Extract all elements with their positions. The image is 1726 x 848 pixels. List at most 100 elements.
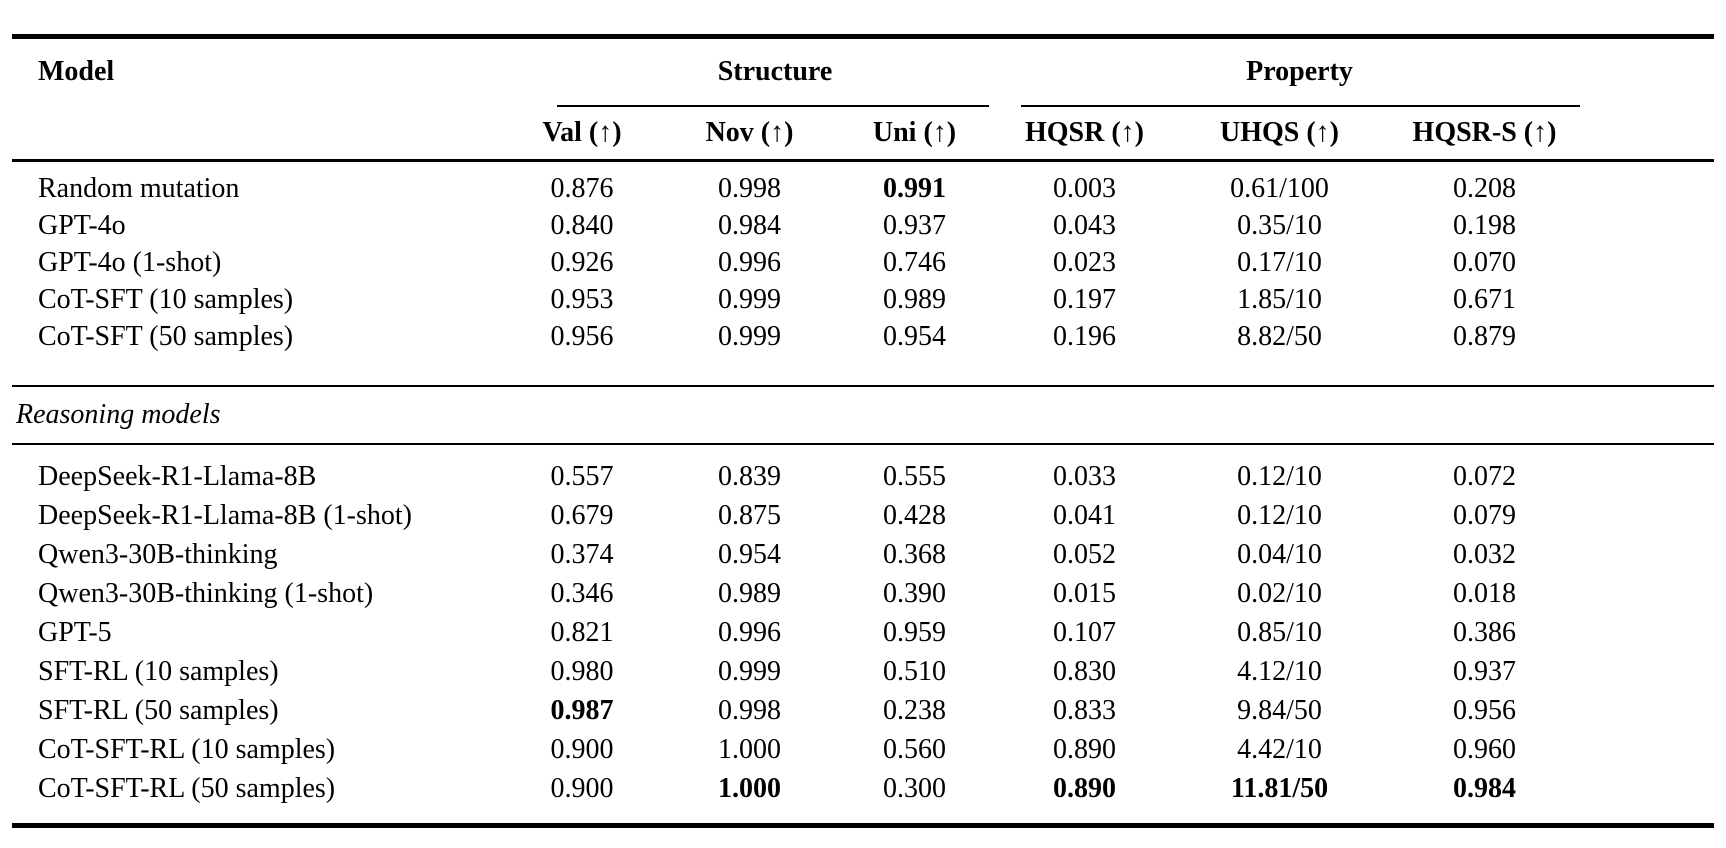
model-name-cell: Qwen3-30B-thinking (1-shot) <box>38 577 374 609</box>
model-name-cell: GPT-5 <box>38 616 112 648</box>
metric-value-cell: 0.018 <box>1453 577 1516 609</box>
table-row: GPT-4o 0.840 0.984 0.937 0.043 0.35/10 0.198 <box>12 207 1714 244</box>
metric-value-cell: 0.197 <box>1053 283 1116 315</box>
metric-value-cell: 0.208 <box>1453 172 1516 204</box>
table-row: Qwen3-30B-thinking (1-shot) 0.346 0.989 0.3… <box>12 574 1714 613</box>
metric-value-cell: 0.900 <box>550 772 614 804</box>
section-bottom-rule <box>12 443 1714 445</box>
metric-value-cell: 0.198 <box>1453 209 1516 241</box>
metric-value-cell: 0.879 <box>1453 320 1516 352</box>
metric-value-cell: 0.998 <box>718 694 781 726</box>
metric-value-cell: 1.85/10 <box>1237 283 1322 315</box>
table-row: SFT-RL (10 samples) 0.980 0.999 0.510 0.830 4… <box>12 652 1714 691</box>
metric-value-cell: 0.875 <box>718 499 781 531</box>
metric-value-cell: 0.043 <box>1053 209 1116 241</box>
metric-value-cell: 0.510 <box>883 655 946 687</box>
model-name-cell: CoT-SFT (10 samples) <box>38 283 294 315</box>
metric-value-cell: 0.557 <box>550 460 614 492</box>
structure-group-rule <box>557 105 989 107</box>
metric-value-cell: 0.12/10 <box>1237 499 1322 531</box>
metric-value-cell: 8.82/50 <box>1237 320 1322 352</box>
col-header-val: Val (↑) <box>542 117 622 148</box>
col-header-hqsr: HQSR (↑) <box>1025 117 1144 148</box>
metric-value-cell: 0.984 <box>718 209 781 241</box>
metric-value-cell: 0.996 <box>718 616 781 648</box>
model-name-cell: SFT-RL (50 samples) <box>38 694 279 726</box>
metric-value-cell: 0.17/10 <box>1237 246 1322 278</box>
col-header-hqsr-s: HQSR-S (↑) <box>1412 117 1557 148</box>
metric-value-cell: 4.42/10 <box>1237 733 1322 765</box>
table-row: CoT-SFT (10 samples) 0.953 0.999 0.989 0.197… <box>12 281 1714 318</box>
metric-value-cell: 0.840 <box>550 209 614 241</box>
model-name-cell: CoT-SFT-RL (10 samples) <box>38 733 336 765</box>
metric-value-cell: 0.85/10 <box>1237 616 1322 648</box>
metric-value-cell: 11.81/50 <box>1230 772 1329 804</box>
metric-value-cell: 0.999 <box>718 655 781 687</box>
table-row: CoT-SFT-RL (50 samples) 0.900 1.000 0.300 0.… <box>12 769 1714 808</box>
metric-value-cell: 0.746 <box>883 246 946 278</box>
metric-value-cell: 1.000 <box>718 772 781 804</box>
table-header-group-row: Model Structure Property <box>12 39 1714 105</box>
metric-value-cell: 9.84/50 <box>1237 694 1322 726</box>
table-subheader-row: Val (↑) Nov (↑) Uni (↑) HQSR (↑) UHQS (↑… <box>12 107 1714 159</box>
table-body-reasoning: DeepSeek-R1-Llama-8B 0.557 0.839 0.555 0.033… <box>12 445 1714 823</box>
metric-value-cell: 0.959 <box>883 616 946 648</box>
metric-value-cell: 0.04/10 <box>1237 538 1322 570</box>
metric-value-cell: 1.000 <box>718 733 781 765</box>
model-name-cell: SFT-RL (10 samples) <box>38 655 279 687</box>
metric-value-cell: 0.989 <box>718 577 781 609</box>
metric-value-cell: 0.033 <box>1053 460 1116 492</box>
metric-value-cell: 0.35/10 <box>1237 209 1322 241</box>
metric-value-cell: 0.991 <box>883 172 946 204</box>
metric-value-cell: 0.900 <box>550 733 614 765</box>
col-header-nov: Nov (↑) <box>705 117 794 148</box>
metric-value-cell: 0.937 <box>1453 655 1516 687</box>
structure-group-header: Structure <box>717 56 833 87</box>
model-name-cell: Random mutation <box>38 172 240 204</box>
model-name-cell: CoT-SFT (50 samples) <box>38 320 294 352</box>
metric-value-cell: 0.346 <box>550 577 614 609</box>
metric-value-cell: 0.368 <box>883 538 946 570</box>
metric-value-cell: 0.996 <box>718 246 781 278</box>
table-row: DeepSeek-R1-Llama-8B 0.557 0.839 0.555 0.033… <box>12 457 1714 496</box>
metric-value-cell: 0.555 <box>883 460 946 492</box>
metric-value-cell: 0.960 <box>1453 733 1516 765</box>
metric-value-cell: 4.12/10 <box>1237 655 1322 687</box>
metric-value-cell: 0.107 <box>1053 616 1116 648</box>
property-group-rule <box>1021 105 1580 107</box>
metric-value-cell: 0.839 <box>718 460 781 492</box>
metric-value-cell: 0.987 <box>550 694 614 726</box>
table-row: GPT-5 0.821 0.996 0.959 0.107 0.85/10 0.386 <box>12 613 1714 652</box>
metric-value-cell: 0.989 <box>883 283 946 315</box>
metric-value-cell: 0.671 <box>1453 283 1516 315</box>
col-header-uhqs: UHQS (↑) <box>1220 117 1339 148</box>
table-row: GPT-4o (1-shot) 0.926 0.996 0.746 0.023 0.17/… <box>12 244 1714 281</box>
metric-value-cell: 0.821 <box>550 616 614 648</box>
section-top-rule <box>12 385 1714 387</box>
metric-value-cell: 0.428 <box>883 499 946 531</box>
metric-value-cell: 0.833 <box>1053 694 1116 726</box>
metric-value-cell: 0.956 <box>1453 694 1516 726</box>
metric-value-cell: 0.937 <box>883 209 946 241</box>
metric-value-cell: 0.390 <box>883 577 946 609</box>
metric-value-cell: 0.954 <box>883 320 946 352</box>
table-top-rule <box>12 34 1714 39</box>
model-name-cell: GPT-4o <box>38 209 126 241</box>
metric-value-cell: 0.999 <box>718 283 781 315</box>
model-name-cell: DeepSeek-R1-Llama-8B <box>38 460 317 492</box>
table-bottom-rule <box>12 823 1714 828</box>
metric-value-cell: 0.679 <box>550 499 614 531</box>
metric-value-cell: 0.032 <box>1453 538 1516 570</box>
table-body-main: Random mutation 0.876 0.998 0.991 0.003 0.61/… <box>12 162 1714 385</box>
model-column-header: Model <box>38 56 115 87</box>
metric-value-cell: 0.300 <box>883 772 946 804</box>
metric-value-cell: 0.196 <box>1053 320 1116 352</box>
table-row: CoT-SFT-RL (10 samples) 0.900 1.000 0.560 0.… <box>12 730 1714 769</box>
table-row: CoT-SFT (50 samples) 0.956 0.999 0.954 0.196… <box>12 318 1714 355</box>
property-group-header: Property <box>1246 56 1353 87</box>
metric-value-cell: 0.072 <box>1453 460 1516 492</box>
metric-value-cell: 0.998 <box>718 172 781 204</box>
metric-value-cell: 0.980 <box>550 655 614 687</box>
metric-value-cell: 0.926 <box>550 246 614 278</box>
